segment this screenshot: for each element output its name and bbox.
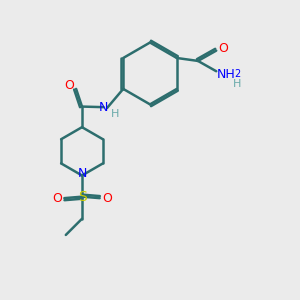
Text: O: O	[102, 192, 112, 205]
Text: H: H	[233, 80, 242, 89]
Text: N: N	[77, 167, 87, 181]
Text: O: O	[65, 80, 75, 92]
Text: H: H	[111, 109, 119, 119]
Text: O: O	[52, 192, 62, 205]
Text: S: S	[78, 190, 86, 204]
Text: NH: NH	[217, 68, 235, 81]
Text: 2: 2	[234, 69, 241, 79]
Text: O: O	[218, 42, 228, 55]
Text: N: N	[99, 101, 108, 114]
